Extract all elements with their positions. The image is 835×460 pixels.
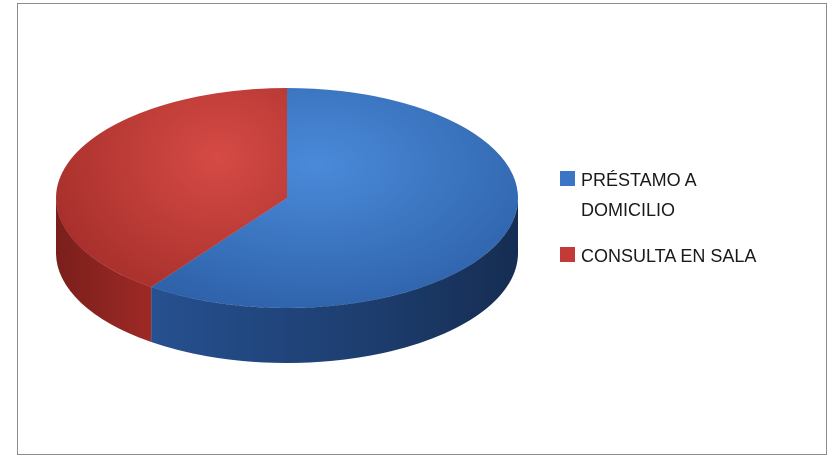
- pie-sides: [56, 198, 518, 363]
- pie-tops: [55, 88, 518, 308]
- pie-slice-side-prestamo: [151, 198, 518, 363]
- legend-label-prestamo: PRÉSTAMO A DOMICILIO: [581, 170, 696, 220]
- legend-swatch-prestamo: [560, 171, 575, 186]
- pie-slice-side-consulta: [56, 198, 152, 342]
- legend-label-consulta: CONSULTA EN SALA: [581, 246, 757, 266]
- legend-item-prestamo: PRÉSTAMO A DOMICILIO: [560, 165, 820, 225]
- legend-item-consulta: CONSULTA EN SALA: [560, 241, 820, 271]
- legend: PRÉSTAMO A DOMICILIO CONSULTA EN SALA: [560, 165, 820, 287]
- pie-slice-consulta: [55, 88, 288, 287]
- pie-slice-prestamo: [151, 88, 518, 308]
- legend-swatch-consulta: [560, 247, 575, 262]
